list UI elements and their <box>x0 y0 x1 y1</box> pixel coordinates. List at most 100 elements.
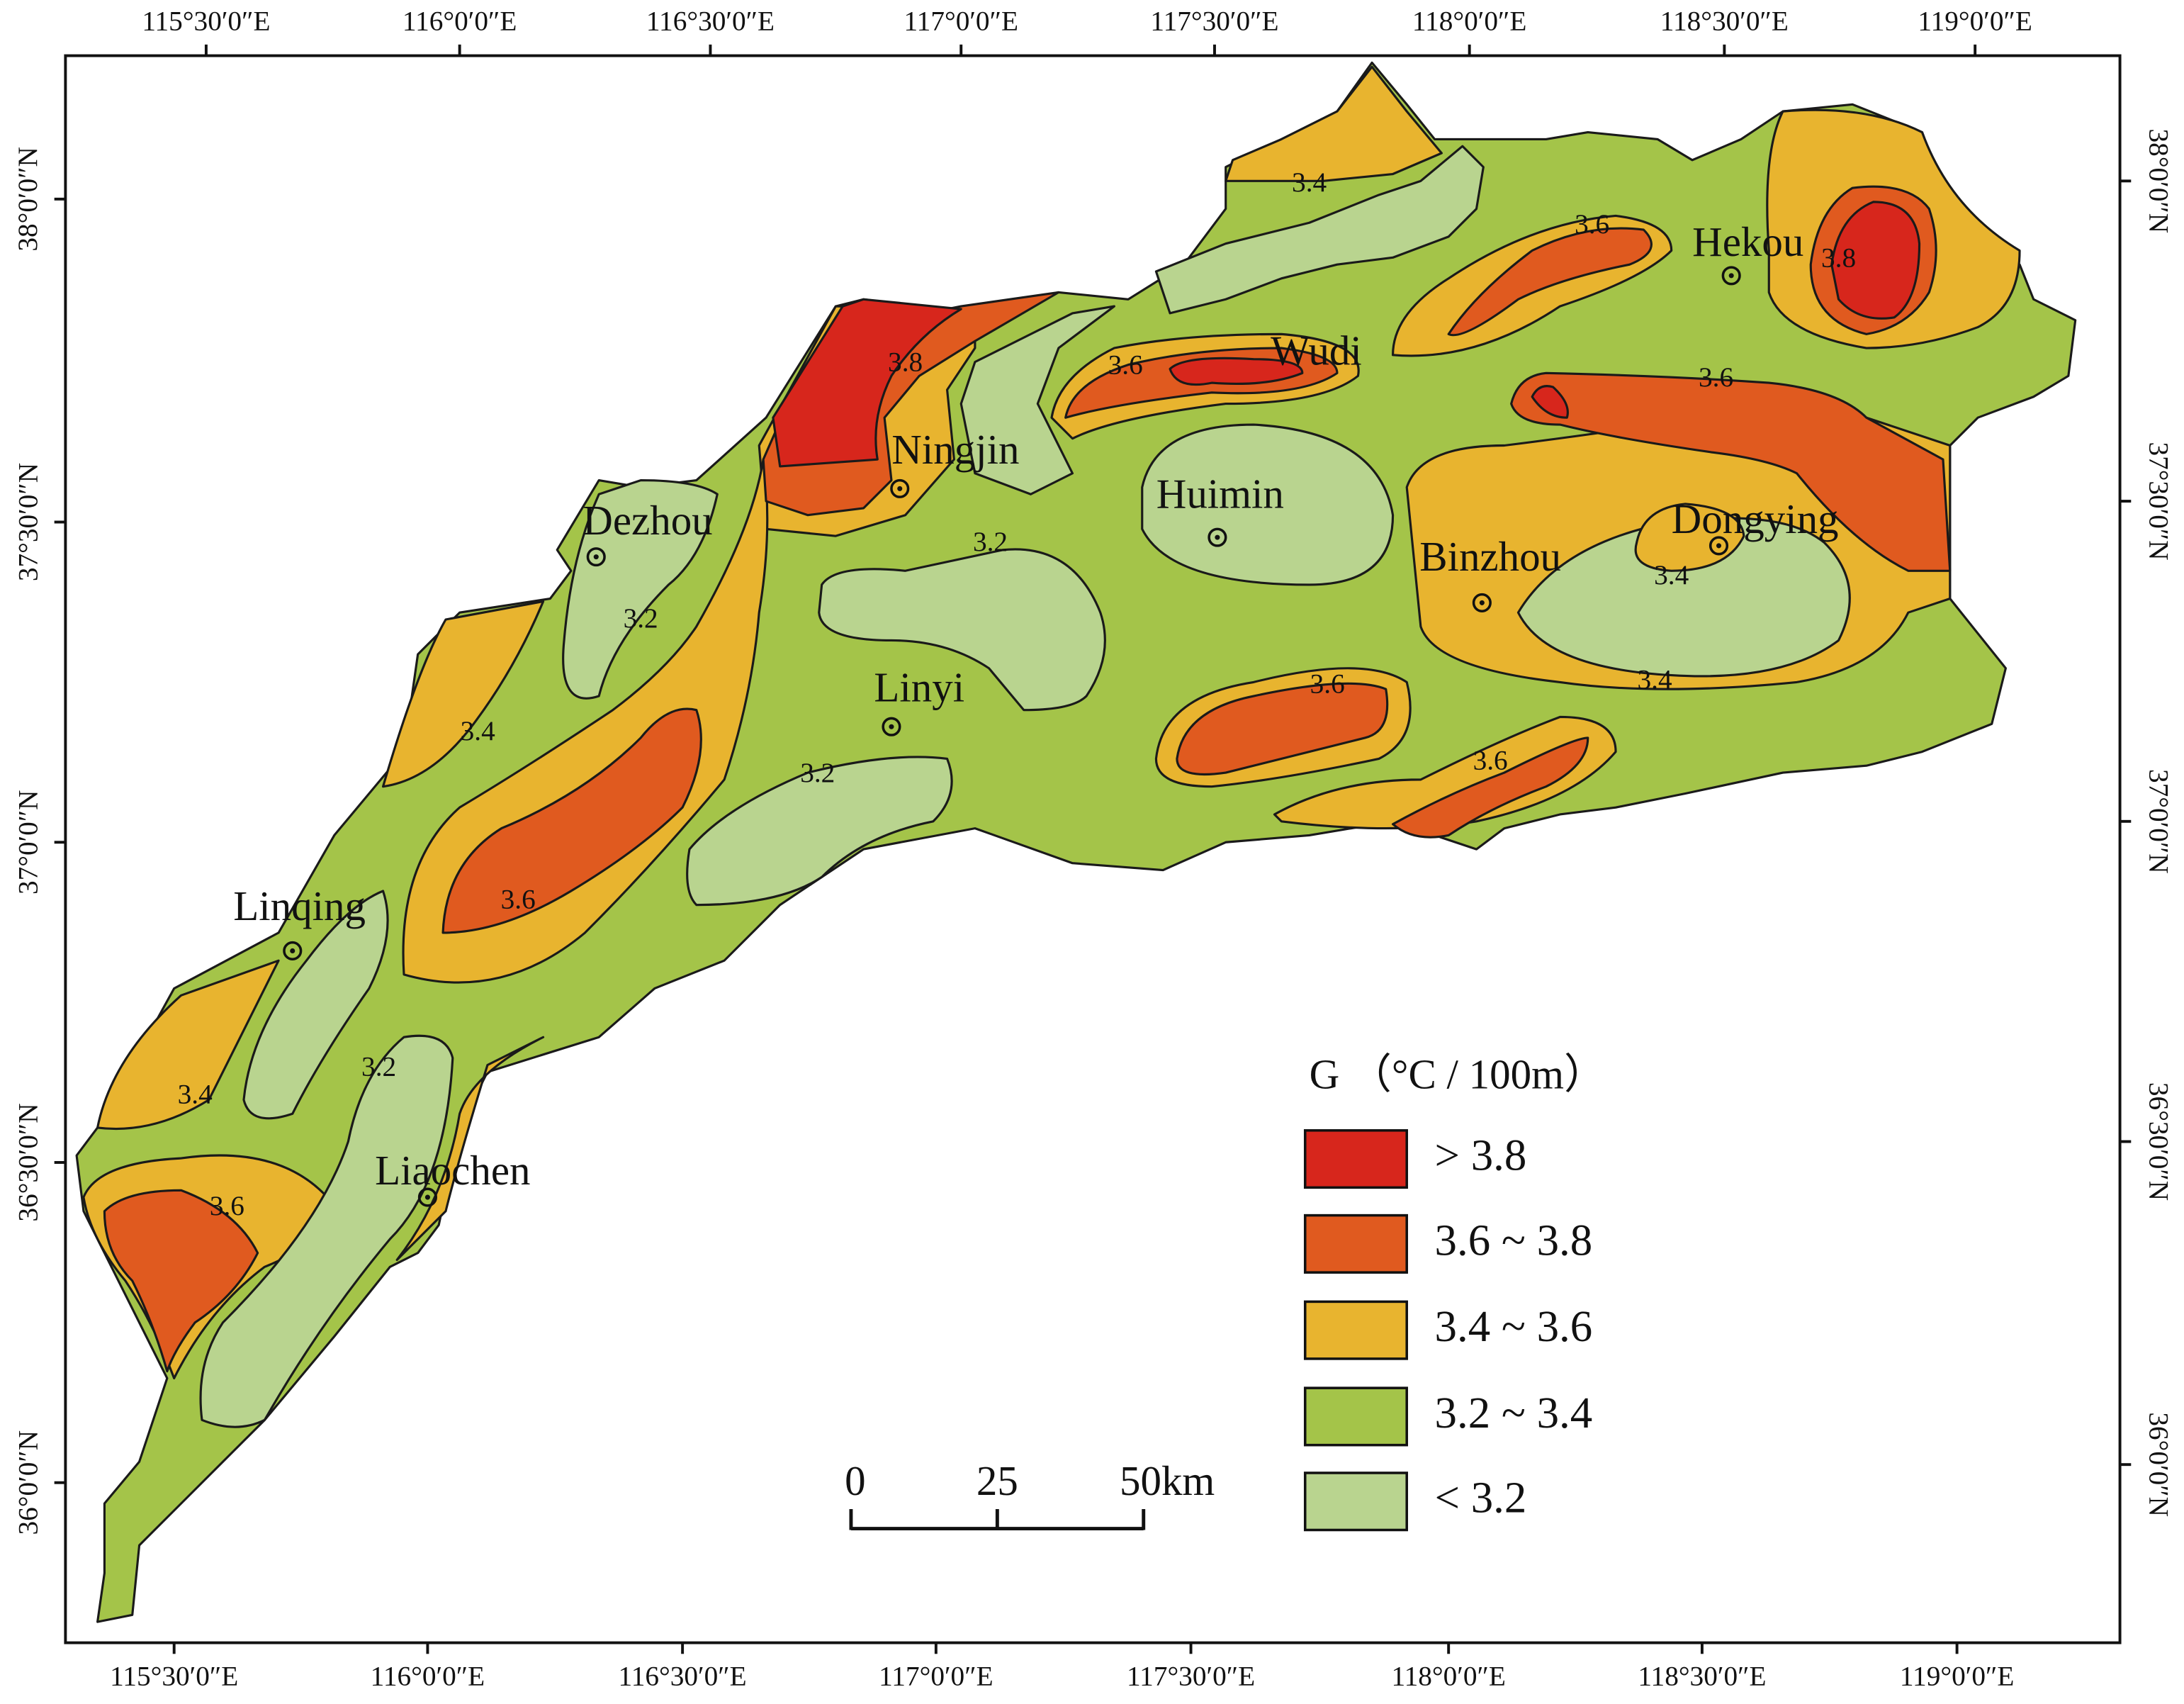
legend-label: 3.2 ~ 3.4 <box>1435 1388 1593 1437</box>
zone <box>1169 357 1304 386</box>
legend-swatch <box>1303 1300 1408 1360</box>
zone <box>959 305 1116 495</box>
zone <box>1391 736 1589 839</box>
scale-bar <box>849 1509 1146 1530</box>
city-marker-dot <box>593 554 599 560</box>
legend-swatch <box>1303 1472 1408 1532</box>
city-marker <box>1721 266 1741 286</box>
contour-label: 3.6 <box>210 1191 244 1221</box>
contour-label: 3.4 <box>1292 167 1327 198</box>
city-label: Dezhou <box>582 497 712 544</box>
axis-label: 37°30′0″N <box>2144 442 2174 560</box>
axis-label: 116°30′0″E <box>619 1661 747 1692</box>
zone <box>1141 423 1395 586</box>
axis-label: 36°30′0″N <box>2144 1082 2174 1201</box>
city-marker-dot <box>424 1194 430 1200</box>
contour-label: 3.6 <box>1699 362 1733 393</box>
zone <box>242 890 389 1120</box>
axis-label: 115°30′0″E <box>142 6 270 36</box>
zone <box>772 298 962 468</box>
city-marker <box>1472 593 1492 612</box>
contour-label: 3.8 <box>1821 242 1856 273</box>
contour-label: 3.6 <box>1473 745 1508 775</box>
city-marker <box>1709 536 1729 556</box>
city-marker <box>890 478 910 498</box>
axis-label: 37°30′0″N <box>13 463 43 581</box>
axis-label: 118°30′0″E <box>1638 1661 1766 1692</box>
scale-label: 50km <box>1120 1457 1215 1504</box>
city-marker <box>882 717 901 736</box>
zone <box>818 548 1106 712</box>
axis-label: 38°0′0″N <box>13 147 43 252</box>
contour-label: 3.4 <box>1654 560 1689 590</box>
zone <box>686 756 953 907</box>
axis-label: 38°0′0″N <box>2144 129 2174 234</box>
zone <box>1176 682 1389 775</box>
contour-label: 3.2 <box>624 603 658 634</box>
legend-label: < 3.2 <box>1435 1473 1527 1523</box>
axis-label: 117°0′0″E <box>904 6 1018 36</box>
legend-label: 3.6 ~ 3.8 <box>1435 1215 1593 1265</box>
contour-label: 3.4 <box>461 716 495 746</box>
city-marker-dot <box>1716 543 1722 549</box>
zone <box>1225 65 1443 182</box>
zone <box>1447 227 1653 337</box>
city-label: Linyi <box>874 664 964 711</box>
city-marker-dot <box>897 486 903 491</box>
legend-swatch <box>1303 1213 1408 1274</box>
legend-label: > 3.8 <box>1435 1130 1527 1179</box>
zone <box>1154 145 1485 315</box>
zone <box>441 707 702 934</box>
zone <box>1531 385 1569 419</box>
city-label: Wudi <box>1271 327 1362 374</box>
legend-swatch <box>1303 1386 1408 1447</box>
axis-label: 117°30′0″E <box>1150 6 1278 36</box>
legend-swatch <box>1303 1129 1408 1189</box>
axis-label: 119°0′0″E <box>1918 6 2032 36</box>
contour-label: 3.2 <box>973 527 1008 557</box>
city-marker <box>586 547 606 567</box>
zone <box>96 959 280 1131</box>
zone <box>1510 371 1952 572</box>
axis-label: 117°0′0″E <box>879 1661 993 1692</box>
city-marker-dot <box>1728 273 1734 279</box>
city-label: Hekou <box>1692 218 1803 265</box>
legend-label: 3.4 ~ 3.6 <box>1435 1301 1593 1351</box>
zone <box>381 600 545 788</box>
axis-label: 119°0′0″E <box>1900 1661 2014 1692</box>
axis-label: 117°30′0″E <box>1127 1661 1255 1692</box>
city-label: Dongying <box>1672 495 1839 542</box>
contour-label: 3.4 <box>1638 664 1672 695</box>
axis-label: 116°30′0″E <box>646 6 775 36</box>
city-label: Binzhou <box>1419 533 1561 580</box>
axis-label: 116°0′0″E <box>403 6 517 36</box>
city-label: Huimin <box>1156 471 1284 517</box>
city-marker-dot <box>290 948 295 953</box>
axis-label: 118°0′0″E <box>1412 6 1526 36</box>
zones <box>75 61 2077 1623</box>
axis-label: 118°0′0″E <box>1391 1661 1505 1692</box>
city-marker-dot <box>1479 600 1485 605</box>
city-marker-dot <box>1215 534 1220 540</box>
city-marker <box>417 1187 437 1207</box>
contour-label: 3.2 <box>800 758 835 788</box>
city-label: Ningjin <box>891 426 1019 473</box>
contour-label: 3.2 <box>361 1051 396 1082</box>
axis-label: 36°0′0″N <box>2144 1412 2174 1517</box>
axis-label: 118°30′0″E <box>1660 6 1789 36</box>
contour-label: 3.4 <box>178 1080 213 1110</box>
axis-label: 115°30′0″E <box>110 1661 238 1692</box>
city-marker-dot <box>889 724 894 729</box>
legend-title: G （°C / 100m） <box>1310 1051 1606 1098</box>
axis-label: 37°0′0″N <box>2144 769 2174 874</box>
contour-label: 3.6 <box>501 885 536 915</box>
contour-label: 3.6 <box>1108 350 1143 381</box>
axis-label: 116°0′0″E <box>371 1661 485 1692</box>
scale-label: 25 <box>976 1457 1018 1504</box>
zone <box>199 1034 454 1428</box>
zone <box>562 479 719 700</box>
city-label: Liaochen <box>375 1147 530 1194</box>
city-marker <box>1208 527 1227 547</box>
contour-label: 3.6 <box>1575 209 1609 240</box>
